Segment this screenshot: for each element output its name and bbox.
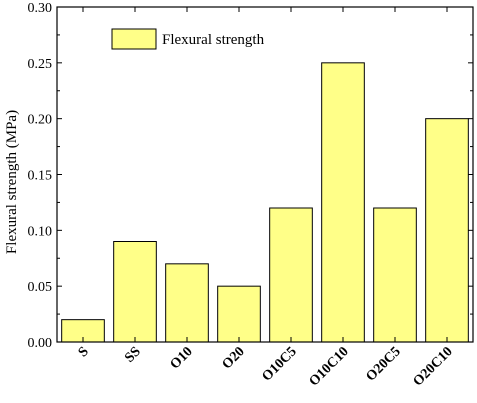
x-tick-label: O10C5 <box>260 344 300 384</box>
x-tick-label: O20C10 <box>411 344 456 389</box>
x-tick-label: O10 <box>168 344 196 372</box>
bar-o10 <box>165 263 209 343</box>
legend-label: Flexural strength <box>162 32 265 48</box>
y-axis-title: Flexural strength (MPa) <box>4 110 20 254</box>
legend: Flexural strength <box>111 28 265 50</box>
y-tick-label: 0.15 <box>28 169 53 184</box>
y-axis: 0.00 0.05 0.10 0.15 0.20 0.25 0.30 <box>28 1 473 351</box>
bars-group <box>61 62 469 343</box>
bar-o10c5 <box>269 207 313 343</box>
legend-swatch <box>111 28 157 50</box>
y-tick-label: 0.20 <box>28 113 53 128</box>
x-tick-label: O20C5 <box>364 344 404 384</box>
x-tick-label: S <box>76 344 92 360</box>
bar-o20c10 <box>425 118 469 343</box>
x-tick-label: O10C10 <box>307 344 352 389</box>
y-tick-label: 0.00 <box>28 336 53 351</box>
bar-o20c5 <box>373 207 417 343</box>
bar-ss <box>113 241 157 343</box>
x-tick-label: SS <box>122 344 144 366</box>
bar-o10c10 <box>321 62 365 343</box>
bar-o20 <box>217 285 261 343</box>
y-tick-label: 0.05 <box>28 280 53 295</box>
y-tick-label: 0.30 <box>28 1 53 16</box>
x-tick-label: O20 <box>220 344 248 372</box>
y-tick-label: 0.10 <box>28 224 53 239</box>
y-tick-label: 0.25 <box>28 57 53 72</box>
